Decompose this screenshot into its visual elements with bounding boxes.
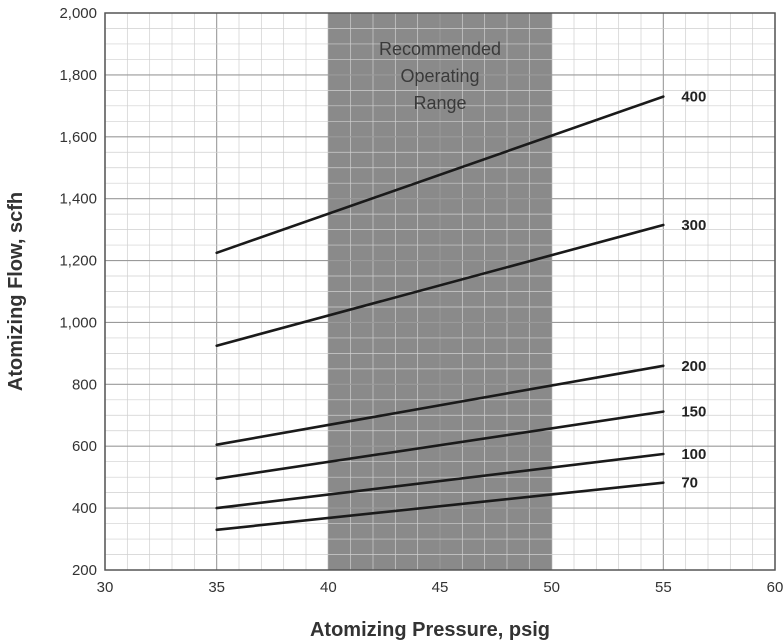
series-label-150: 150 [681, 404, 706, 421]
y-tick-label: 400 [72, 500, 97, 517]
series-label-300: 300 [681, 217, 706, 234]
x-axis-title: Atomizing Pressure, psig [310, 619, 550, 641]
y-tick-label: 1,000 [59, 314, 97, 331]
series-line-300 [215, 223, 665, 348]
x-axis-ticks: 30 35 40 45 50 55 60 [97, 579, 783, 596]
y-tick-label: 1,200 [59, 253, 97, 270]
y-tick-label: 1,600 [59, 129, 97, 146]
x-tick-label: 60 [767, 579, 783, 596]
plot-border [104, 12, 776, 571]
x-tick-label: 35 [208, 579, 225, 596]
series-label-400: 400 [681, 89, 706, 106]
y-tick-label: 1,400 [59, 191, 97, 208]
recommended-operating-range-label: Recommended Operating Range [379, 39, 501, 113]
y-tick-label: 200 [72, 562, 97, 579]
series-line-200 [215, 364, 665, 447]
series-line-70 [215, 481, 665, 532]
x-tick-label: 50 [543, 579, 560, 596]
y-axis-ticks: 200 400 600 800 1,000 1,200 1,400 1,600 1,800 2,0… [59, 5, 97, 579]
band-label-line: Range [413, 93, 466, 113]
x-tick-label: 45 [432, 579, 449, 596]
series-line-400 [215, 95, 665, 255]
band-label-line: Recommended [379, 39, 501, 59]
series-lines [215, 95, 665, 532]
y-tick-label: 800 [72, 376, 97, 393]
band-label-line: Operating [400, 66, 479, 86]
grid [104, 12, 776, 571]
series-labels: 400 300 200 150 100 70 [681, 89, 706, 492]
x-tick-label: 40 [320, 579, 337, 596]
y-tick-label: 2,000 [59, 5, 97, 22]
y-tick-label: 1,800 [59, 67, 97, 84]
y-tick-label: 600 [72, 438, 97, 455]
series-label-70: 70 [681, 475, 698, 492]
series-label-100: 100 [681, 446, 706, 463]
x-tick-label: 30 [97, 579, 114, 596]
y-axis-title: Atomizing Flow, scfh [5, 192, 27, 391]
series-line-100 [215, 452, 665, 510]
series-line-150 [215, 410, 665, 481]
series-label-200: 200 [681, 358, 706, 375]
x-tick-label: 55 [655, 579, 672, 596]
plot-frame [104, 12, 776, 571]
